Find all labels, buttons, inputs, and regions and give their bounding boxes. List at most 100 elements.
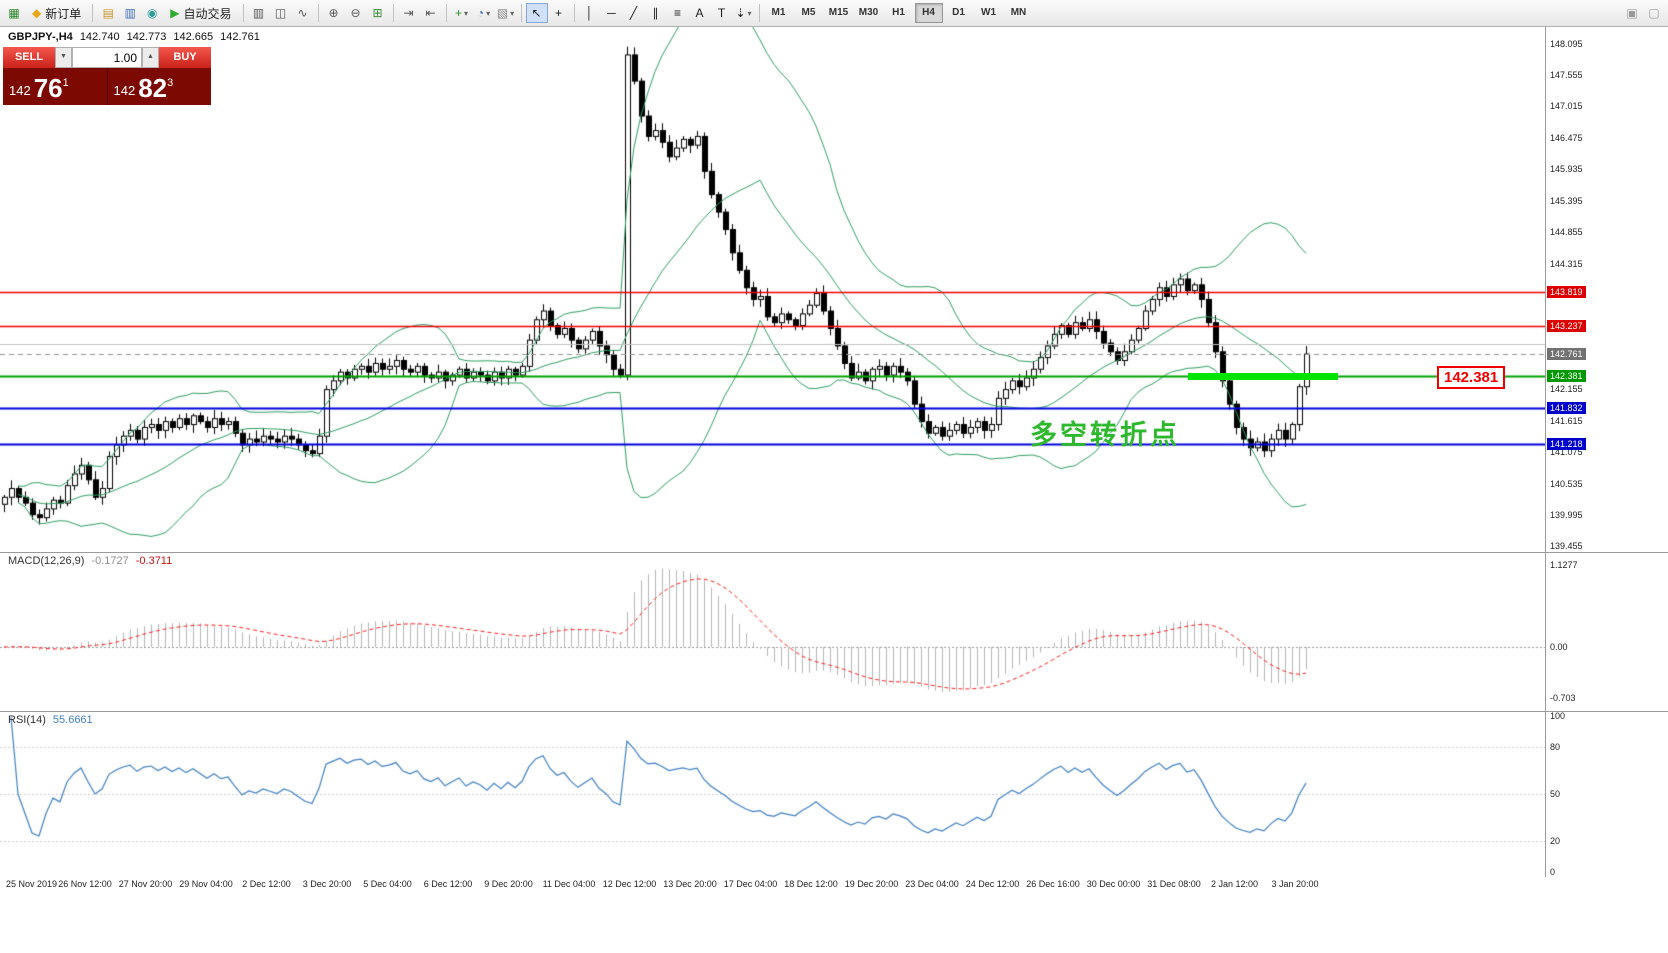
vertical-line-icon: │: [585, 6, 594, 20]
new-window-icon[interactable]: ▢: [1643, 3, 1665, 23]
text-tool-icon[interactable]: A: [689, 3, 711, 23]
buy-price-big-figure: 142: [113, 83, 136, 98]
time-axis-label: 24 Dec 12:00: [965, 879, 1020, 889]
time-axis-label: 19 Dec 20:00: [844, 879, 899, 889]
buy-price-display[interactable]: 142 82 3: [108, 68, 212, 105]
timeframe-w1-button[interactable]: W1: [981, 7, 996, 18]
zoom-in-icon[interactable]: ⊕: [323, 3, 345, 23]
price-line-badge-pivot-line[interactable]: 142.381: [1547, 370, 1586, 383]
sell-price-pipette: 1: [62, 77, 69, 89]
volume-input[interactable]: [72, 47, 142, 68]
buy-button[interactable]: BUY: [159, 47, 211, 68]
channel-icon: ∥: [652, 6, 659, 20]
time-axis-label: 25 Nov 2019: [6, 879, 58, 889]
toolbar-separator: [242, 4, 244, 22]
dropdown-arrow-icon: ▾: [747, 8, 752, 18]
symbol-ohlc-info: GBPJPY-,H4 142.740 142.773 142.665 142.7…: [8, 31, 260, 43]
panel-separator[interactable]: [0, 552, 1668, 553]
vertical-line-icon[interactable]: │: [579, 3, 601, 23]
auto-trading-button[interactable]: ▶ 自动交易: [163, 3, 238, 23]
new-order-icon: ◆: [32, 6, 42, 20]
bar-chart-type-icon[interactable]: ▥: [248, 3, 270, 23]
auto-scroll-icon[interactable]: ⇥: [398, 3, 420, 23]
profiles-icon: ▤: [102, 6, 114, 20]
text-label-icon[interactable]: T: [711, 3, 733, 23]
navigator-icon[interactable]: ◉: [141, 3, 163, 23]
timeframe-h4-button[interactable]: H4: [914, 3, 943, 23]
cursor-icon[interactable]: ↖: [525, 3, 548, 23]
time-axis[interactable]: 25 Nov 2019 26 Nov 12:00 27 Nov 20:00 29 No…: [0, 877, 1668, 897]
new-chart-icon[interactable]: ▦: [3, 3, 25, 23]
macd-axis-label: -0.703: [1550, 693, 1576, 704]
crosshair-icon[interactable]: +: [548, 3, 570, 23]
template-icon[interactable]: ▧ ▾: [495, 3, 517, 23]
price-line-badge-resistance-line-upper[interactable]: 143.819: [1547, 286, 1586, 299]
indicators-icon[interactable]: + ▾: [451, 3, 473, 23]
fibonacci-icon[interactable]: ≡: [667, 3, 689, 23]
tile-windows-icon[interactable]: ⊞: [367, 3, 389, 23]
trendline-icon: ╱: [629, 6, 638, 20]
fibonacci-icon: ≡: [673, 6, 681, 20]
line-chart-type-icon[interactable]: ∿: [292, 3, 314, 23]
macd-name: MACD(12,26,9): [8, 555, 85, 567]
template-icon: ▧: [496, 6, 509, 20]
new-order-button[interactable]: ◆ 新订单: [25, 3, 88, 23]
macd-signal-value: -0.3711: [135, 555, 173, 567]
trendline-icon[interactable]: ╱: [623, 3, 645, 23]
periods-icon[interactable]: ◔ ▾: [473, 3, 495, 23]
bar-chart-type-icon: ▥: [252, 6, 265, 20]
timeframe-d1-button[interactable]: D1: [952, 7, 965, 18]
symbol-title: GBPJPY-,H4: [8, 31, 73, 43]
rsi-axis-label: 0: [1550, 867, 1556, 877]
toolbar: ▦ ◆ 新订单 ▤ ▥ ◉ ▶ 自动交易 ▥ ◫ ∿ ⊕ ⊖ ⊞ ⇥ ⇤ + ▾ ◔ ▾ ▧ ▾ ↖ + │ ─ ╱ ∥ ≡ A T ⇣ ▾ M1…: [0, 0, 1668, 27]
price-axis-label: 140.535: [1550, 478, 1583, 489]
sell-price-big-figure: 142: [9, 83, 31, 98]
highlight-line-segment[interactable]: [1188, 372, 1338, 380]
cascade-windows-icon[interactable]: ▣: [1621, 3, 1643, 23]
tile-windows-icon: ⊞: [372, 6, 383, 20]
toolbar-separator: [392, 4, 394, 22]
channel-icon[interactable]: ∥: [645, 3, 667, 23]
zoom-out-icon[interactable]: ⊖: [345, 3, 367, 23]
price-line-badge-resistance-line-lower[interactable]: 143.237: [1547, 320, 1586, 333]
price-axis-label: 145.395: [1550, 195, 1583, 206]
auto-trading-button-label: 自动交易: [183, 6, 232, 21]
macd-axis-label: 1.1277: [1550, 560, 1578, 571]
candlestick-type-icon[interactable]: ◫: [270, 3, 292, 23]
sell-button[interactable]: SELL: [3, 47, 55, 68]
text-tool-icon: A: [695, 6, 704, 20]
price-axis-label: 147.015: [1550, 101, 1583, 112]
time-axis-label: 17 Dec 04:00: [723, 879, 778, 889]
ohlc-high: 142.773: [126, 31, 167, 43]
price-alert-label[interactable]: 142.381: [1437, 366, 1506, 389]
horizontal-line-icon[interactable]: ─: [601, 3, 623, 23]
price-axis-label: 139.455: [1550, 541, 1583, 552]
timeframe-m5-button[interactable]: M5: [801, 7, 816, 18]
sell-price-display[interactable]: 142 76 1: [3, 68, 108, 105]
volume-increase-button[interactable]: ▲: [142, 47, 159, 68]
ohlc-low: 142.665: [173, 31, 214, 43]
time-axis-label: 23 Dec 04:00: [905, 879, 959, 889]
indicators-icon: +: [454, 6, 462, 20]
price-line-badge-support-line-upper[interactable]: 141.832: [1547, 402, 1586, 415]
timeframe-m1-button[interactable]: M1: [771, 7, 786, 18]
timeframe-h1-button[interactable]: H1: [892, 7, 905, 18]
crosshair-icon: +: [554, 6, 562, 20]
toolbar-separator: [520, 4, 522, 22]
rsi-axis-label: 50: [1550, 789, 1561, 799]
price-line-badge-support-line-lower[interactable]: 141.218: [1547, 437, 1586, 450]
navigator-icon: ◉: [147, 6, 158, 20]
timeframe-m15-button[interactable]: M15: [828, 7, 849, 18]
chart-shift-icon[interactable]: ⇤: [420, 3, 442, 23]
timeframe-m30-button[interactable]: M30: [858, 7, 879, 18]
macd-axis-label: 0.00: [1550, 642, 1568, 652]
timeframe-mn-button[interactable]: MN: [1010, 7, 1027, 18]
market-watch-icon[interactable]: ▥: [119, 3, 141, 23]
panel-separator[interactable]: [0, 711, 1668, 712]
price-line-badge-bid-price-line[interactable]: 142.761: [1547, 348, 1586, 361]
chart-canvas[interactable]: [0, 27, 1545, 877]
arrows-tool-icon[interactable]: ⇣ ▾: [733, 3, 755, 23]
profiles-icon[interactable]: ▤: [97, 3, 119, 23]
chart-shift-icon: ⇤: [425, 6, 436, 20]
volume-decrease-button[interactable]: ▼: [55, 47, 72, 68]
